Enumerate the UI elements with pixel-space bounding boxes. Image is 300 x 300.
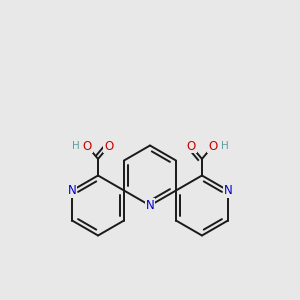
Text: H: H — [72, 141, 79, 151]
Text: N: N — [68, 184, 76, 197]
Text: N: N — [224, 184, 232, 197]
Text: O: O — [104, 140, 113, 153]
Text: N: N — [146, 199, 154, 212]
Text: O: O — [83, 140, 92, 153]
Text: O: O — [187, 140, 196, 153]
Text: H: H — [221, 141, 228, 151]
Text: O: O — [208, 140, 217, 153]
